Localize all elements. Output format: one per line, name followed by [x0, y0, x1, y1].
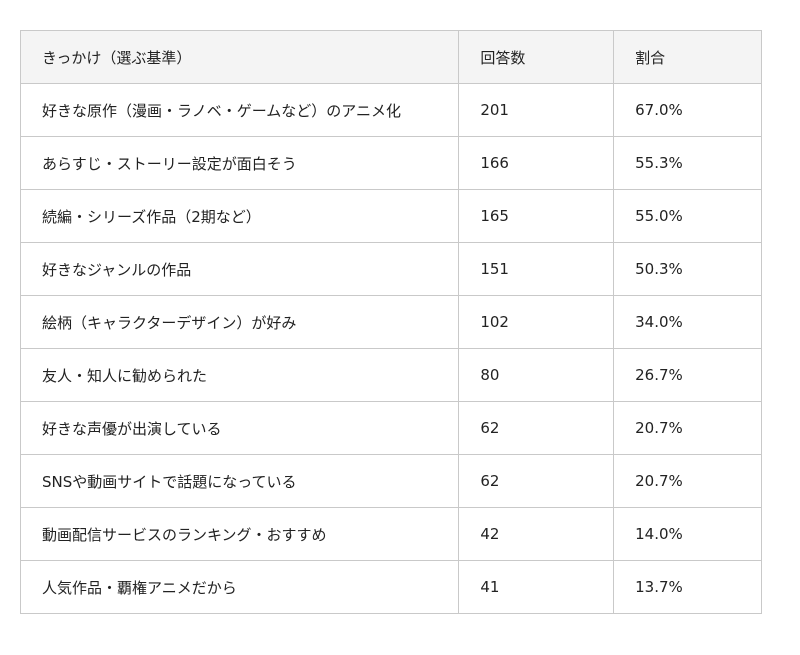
- reason-cell: 好きなジャンルの作品: [19, 242, 460, 296]
- table-row: SNSや動画サイトで話題になっている 62 20.7%: [19, 454, 762, 508]
- ratio-cell: 55.0%: [613, 189, 762, 243]
- table-row: 動画配信サービスのランキング・おすすめ 42 14.0%: [19, 507, 762, 561]
- ratio-cell: 67.0%: [613, 83, 762, 137]
- ratio-cell: 26.7%: [613, 348, 762, 402]
- reason-cell: 好きな原作（漫画・ラノベ・ゲームなど）のアニメ化: [19, 83, 460, 137]
- header-count: 回答数: [458, 30, 615, 84]
- ratio-cell: 55.3%: [613, 136, 762, 190]
- reason-cell: 続編・シリーズ作品（2期など）: [19, 189, 460, 243]
- table-row: 好きなジャンルの作品 151 50.3%: [19, 242, 762, 296]
- header-row: きっかけ（選ぶ基準） 回答数 割合: [19, 30, 762, 84]
- table-row: あらすじ・ストーリー設定が面白そう 166 55.3%: [19, 136, 762, 190]
- ratio-cell: 50.3%: [613, 242, 762, 296]
- count-cell: 62: [458, 454, 615, 508]
- table-row: 好きな声優が出演している 62 20.7%: [19, 401, 762, 455]
- count-cell: 151: [458, 242, 615, 296]
- reason-cell: 絵柄（キャラクターデザイン）が好み: [19, 295, 460, 349]
- table-row: 絵柄（キャラクターデザイン）が好み 102 34.0%: [19, 295, 762, 349]
- reason-cell: 友人・知人に勧められた: [19, 348, 460, 402]
- count-cell: 102: [458, 295, 615, 349]
- table-row: 人気作品・覇権アニメだから 41 13.7%: [19, 560, 762, 614]
- table-row: 好きな原作（漫画・ラノベ・ゲームなど）のアニメ化 201 67.0%: [19, 83, 762, 137]
- count-cell: 62: [458, 401, 615, 455]
- reason-cell: 動画配信サービスのランキング・おすすめ: [19, 507, 460, 561]
- ratio-cell: 20.7%: [613, 401, 762, 455]
- count-cell: 201: [458, 83, 615, 137]
- ratio-cell: 20.7%: [613, 454, 762, 508]
- results-table: きっかけ（選ぶ基準） 回答数 割合 好きな原作（漫画・ラノベ・ゲームなど）のアニ…: [19, 30, 762, 614]
- count-cell: 80: [458, 348, 615, 402]
- count-cell: 41: [458, 560, 615, 614]
- table-row: 続編・シリーズ作品（2期など） 165 55.0%: [19, 189, 762, 243]
- reason-cell: 人気作品・覇権アニメだから: [19, 560, 460, 614]
- reason-cell: SNSや動画サイトで話題になっている: [19, 454, 460, 508]
- ratio-cell: 14.0%: [613, 507, 762, 561]
- count-cell: 42: [458, 507, 615, 561]
- count-cell: 166: [458, 136, 615, 190]
- header-reason: きっかけ（選ぶ基準）: [19, 30, 460, 84]
- table-row: 友人・知人に勧められた 80 26.7%: [19, 348, 762, 402]
- ratio-cell: 34.0%: [613, 295, 762, 349]
- count-cell: 165: [458, 189, 615, 243]
- reason-cell: 好きな声優が出演している: [19, 401, 460, 455]
- reason-cell: あらすじ・ストーリー設定が面白そう: [19, 136, 460, 190]
- ratio-cell: 13.7%: [613, 560, 762, 614]
- header-ratio: 割合: [613, 30, 762, 84]
